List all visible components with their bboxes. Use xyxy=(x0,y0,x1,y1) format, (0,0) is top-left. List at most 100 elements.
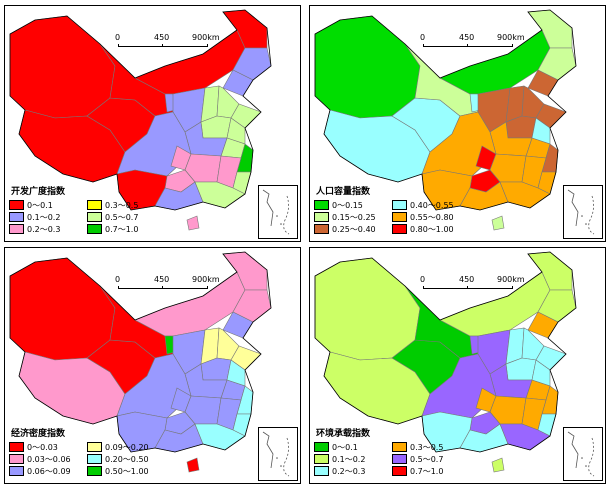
map-panel-economic-density: 0 450 900km 经济密度指数 0～0.03 0.09～0.20 0.03～0.06 0… xyxy=(4,247,301,484)
china-province-map xyxy=(9,251,272,473)
legend-swatch xyxy=(392,466,407,476)
scale-label: 0 xyxy=(420,33,426,42)
scale-bar: 0 450 900km xyxy=(115,275,220,295)
legend-item: 0～0.03 xyxy=(9,442,87,452)
scale-label: 0 xyxy=(115,33,121,42)
legend-item: 0～0.1 xyxy=(9,200,87,210)
legend-item: 0.1～0.2 xyxy=(314,454,392,464)
legend-swatch xyxy=(87,442,102,452)
legend-label: 0～0.15 xyxy=(332,200,363,210)
south-china-sea-inset xyxy=(563,185,603,239)
national-border xyxy=(9,9,272,211)
legend-swatch xyxy=(9,454,24,464)
legend-label: 0.03～0.06 xyxy=(27,454,71,464)
legend-item: 0.5～0.7 xyxy=(87,212,169,222)
scale-bar: 0 450 900km xyxy=(420,33,525,53)
legend-label: 0.50～1.00 xyxy=(105,466,149,476)
legend-label: 0.7～1.0 xyxy=(105,224,139,234)
legend-label: 0.09～0.20 xyxy=(105,442,149,452)
legend-swatch xyxy=(87,224,102,234)
province-xinjiang xyxy=(314,15,421,119)
legend-swatch xyxy=(9,200,24,210)
scale-bar: 0 450 900km xyxy=(115,33,220,53)
legend-label: 0.3～0.5 xyxy=(410,442,444,452)
legend-item: 0.5～0.7 xyxy=(392,454,474,464)
legend-swatch xyxy=(9,212,24,222)
scale-label: 900km xyxy=(192,33,220,42)
legend-label: 0.25～0.40 xyxy=(332,224,376,234)
legend-item: 0.50～1.00 xyxy=(87,466,169,476)
legend-item: 0.09～0.20 xyxy=(87,442,169,452)
legend-swatch xyxy=(314,454,329,464)
map-panel-development-breadth: 0 450 900km 开发广度指数 0～0.1 0.3～0.5 0.1～0.2 0.5～0.… xyxy=(4,5,301,242)
province-xinjiang xyxy=(9,15,116,119)
legend-swatch xyxy=(392,454,407,464)
national-border xyxy=(314,9,577,211)
province-hainan xyxy=(186,457,200,473)
legend-label: 0.1～0.2 xyxy=(332,454,366,464)
legend-label: 0.1～0.2 xyxy=(27,212,61,222)
legend-item: 0～0.1 xyxy=(314,442,392,452)
legend-item: 0.7～1.0 xyxy=(392,466,474,476)
map-legend: 人口容量指数 0～0.15 0.40～0.55 0.15～0.25 0.55～0.80 0… xyxy=(314,184,476,234)
legend-swatch xyxy=(314,200,329,210)
legend-item: 0.7～1.0 xyxy=(87,224,169,234)
legend-swatch xyxy=(9,442,24,452)
scale-label: 0 xyxy=(420,275,426,284)
scale-line xyxy=(423,44,513,47)
legend-label: 0～0.1 xyxy=(332,442,358,452)
legend-title: 经济密度指数 xyxy=(11,429,66,439)
map-legend: 经济密度指数 0～0.03 0.09～0.20 0.03～0.06 0.20～0.50 0… xyxy=(9,426,171,476)
legend-label: 0.2～0.3 xyxy=(332,466,366,476)
legend-item: 0～0.15 xyxy=(314,200,392,210)
china-province-map xyxy=(314,9,577,231)
legend-swatch xyxy=(87,200,102,210)
legend-item: 0.20～0.50 xyxy=(87,454,169,464)
scale-bar: 0 450 900km xyxy=(420,275,525,295)
scale-line xyxy=(423,286,513,289)
south-china-sea-inset xyxy=(258,427,298,481)
legend-swatch xyxy=(314,212,329,222)
legend-label: 0.5～0.7 xyxy=(410,454,444,464)
province-xinjiang xyxy=(9,257,116,361)
scale-label: 450 xyxy=(154,275,170,284)
south-china-sea-inset xyxy=(563,427,603,481)
scale-tick xyxy=(162,286,163,289)
scale-label: 900km xyxy=(497,275,525,284)
legend-item: 0.03～0.06 xyxy=(9,454,87,464)
legend-swatch xyxy=(87,466,102,476)
legend-swatch xyxy=(314,442,329,452)
legend-label: 0.06～0.09 xyxy=(27,466,71,476)
legend-label: 0.80～1.00 xyxy=(410,224,454,234)
legend-title: 人口容量指数 xyxy=(316,187,371,197)
legend-item: 0.80～1.00 xyxy=(392,224,474,234)
province-hainan xyxy=(186,215,200,231)
legend-label: 0.20～0.50 xyxy=(105,454,149,464)
legend-label: 0.55～0.80 xyxy=(410,212,454,222)
legend-swatch xyxy=(392,224,407,234)
legend-swatch xyxy=(87,212,102,222)
scale-line xyxy=(118,286,208,289)
legend-label: 0～0.03 xyxy=(27,442,58,452)
legend-item: 0.40～0.55 xyxy=(392,200,474,210)
legend-item: 0.15～0.25 xyxy=(314,212,392,222)
scale-label: 450 xyxy=(459,275,475,284)
south-china-sea-inset xyxy=(258,185,298,239)
legend-item: 0.2～0.3 xyxy=(9,224,87,234)
legend-item: 0.06～0.09 xyxy=(9,466,87,476)
legend-swatch xyxy=(314,224,329,234)
map-panel-population-capacity: 0 450 900km 人口容量指数 0～0.15 0.40～0.55 0.15～0.25 0… xyxy=(309,5,606,242)
scale-label: 450 xyxy=(154,33,170,42)
legend-label: 0.2～0.3 xyxy=(27,224,61,234)
scale-label: 900km xyxy=(497,33,525,42)
province-hainan xyxy=(491,457,505,473)
map-panel-environment-capacity: 0 450 900km 环境承载指数 0～0.1 0.3～0.5 0.1～0.2 0.5～0.… xyxy=(309,247,606,484)
legend-label: 0.15～0.25 xyxy=(332,212,376,222)
legend-item: 0.25～0.40 xyxy=(314,224,392,234)
map-legend: 环境承载指数 0～0.1 0.3～0.5 0.1～0.2 0.5～0.7 0.2～0.3 0… xyxy=(314,426,476,476)
legend-swatch xyxy=(392,442,407,452)
legend-item: 0.3～0.5 xyxy=(392,442,474,452)
legend-label: 0.40～0.55 xyxy=(410,200,454,210)
china-province-map xyxy=(314,251,577,473)
legend-swatch xyxy=(9,466,24,476)
